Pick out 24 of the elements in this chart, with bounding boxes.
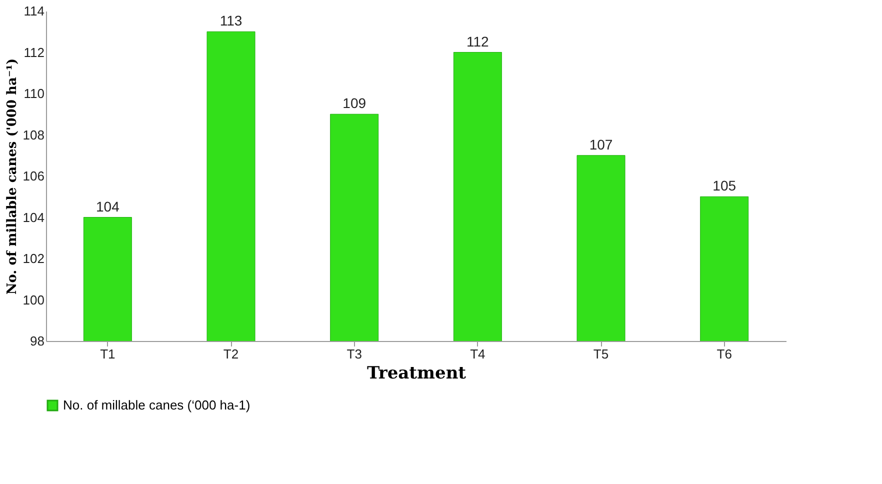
data-label: 109 <box>342 95 366 112</box>
y-tick-label: 108 <box>22 127 44 142</box>
y-tick-label: 100 <box>22 292 44 308</box>
data-label: 107 <box>589 136 613 152</box>
y-tick-label: 112 <box>24 44 44 60</box>
legend-label: No. of millable canes (‘000 ha-1) <box>63 398 250 412</box>
x-tick-label: T4 <box>470 346 486 362</box>
x-tick-label: T3 <box>346 346 362 362</box>
y-tick-label: 104 <box>22 210 44 225</box>
data-label: 104 <box>96 198 120 214</box>
data-label: 105 <box>712 178 736 194</box>
y-axis-title: No. of millable canes ('000 ha⁻¹) <box>4 58 20 295</box>
x-tick-label: T6 <box>716 346 732 362</box>
y-tick-label: 110 <box>24 86 44 101</box>
y-tick-label: 98 <box>30 334 44 348</box>
y-tick-label: 106 <box>22 168 44 184</box>
x-tick-label: T2 <box>223 346 239 362</box>
x-tick-label: T1 <box>100 346 116 362</box>
y-tick-label: 102 <box>22 251 44 266</box>
y-tick-label: 114 <box>24 4 44 18</box>
x-axis-title: Treatment <box>366 364 466 384</box>
data-label: 112 <box>466 33 490 50</box>
x-tick-label: T5 <box>593 346 609 362</box>
data-label: 113 <box>220 12 242 29</box>
